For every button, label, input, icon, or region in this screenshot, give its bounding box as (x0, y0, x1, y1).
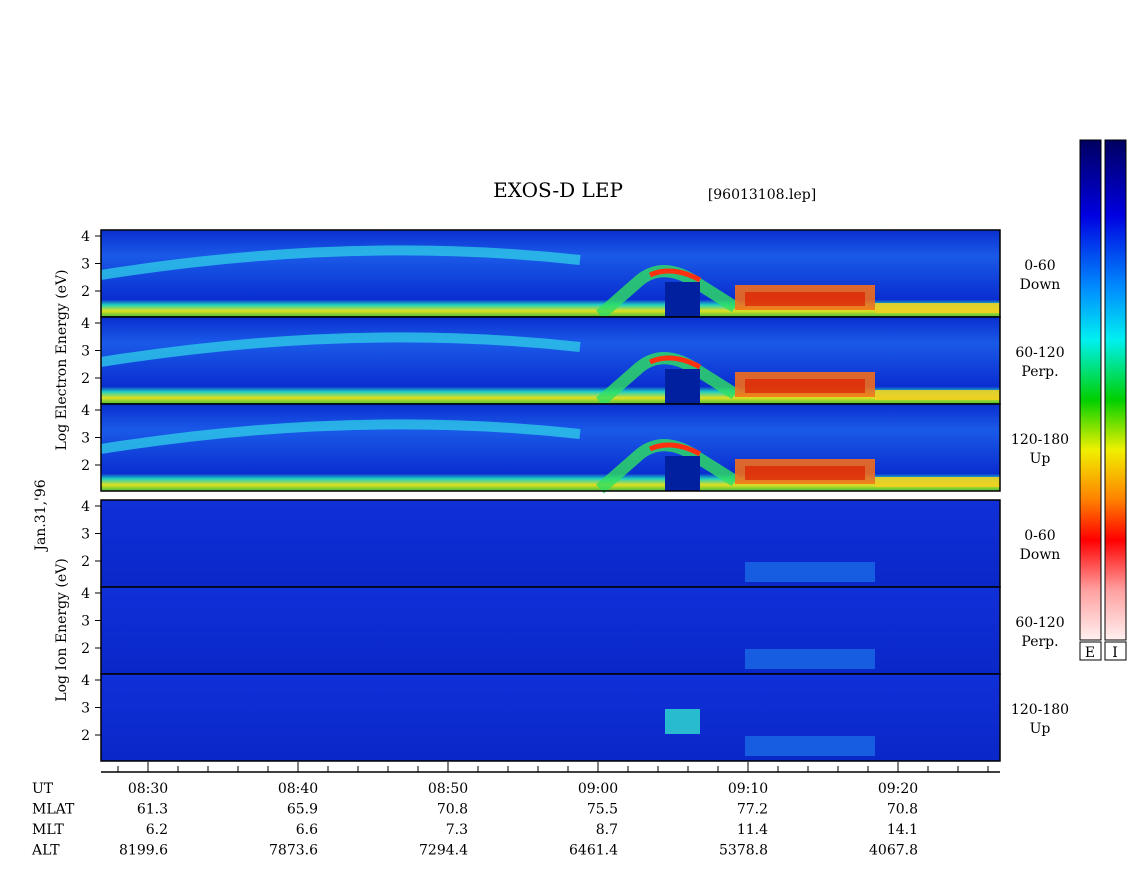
panel-angle: 0-60 (1024, 528, 1055, 544)
y-tick-label: 2 (81, 554, 90, 570)
y-tick-label: 4 (81, 499, 90, 515)
spectrogram-band (665, 456, 700, 491)
title: EXOS-D LEP (493, 178, 623, 202)
group-label: Log Ion Energy (eV) (54, 558, 70, 701)
date: Jan.31,'96 (33, 479, 49, 552)
panel-angle: 60-120 (1015, 345, 1064, 361)
ephemeris-value: 7294.4 (419, 843, 468, 859)
colorbar-label: E (1085, 645, 1095, 661)
y-tick-label: 3 (81, 257, 90, 273)
spectrogram-band (875, 390, 1000, 400)
panel-frame (100, 403, 1001, 492)
ephemeris-value: 8.7 (596, 822, 618, 838)
y-tick-label: 3 (81, 614, 90, 630)
time-tick-label: 09:10 (728, 781, 768, 797)
spectrogram-band (745, 736, 875, 756)
panel-direction: Up (1030, 451, 1051, 467)
time-tick-label: 09:00 (578, 781, 618, 797)
ephemeris-label: MLAT (32, 802, 75, 818)
spectrogram-band (745, 466, 865, 480)
spectrogram-band (665, 282, 700, 317)
panel-direction: Up (1030, 721, 1051, 737)
ephemeris-value: 8199.6 (119, 843, 168, 859)
spectrogram-band (875, 303, 1000, 313)
ephemeris-value: 14.1 (887, 822, 918, 838)
ephemeris-value: 5378.8 (719, 843, 768, 859)
y-tick-label: 2 (81, 284, 90, 300)
spectrogram-band (745, 562, 875, 582)
panel-direction: Down (1020, 547, 1061, 563)
ephemeris-label: UT (32, 781, 54, 797)
spectrogram-band (648, 268, 702, 283)
y-tick-label: 4 (81, 673, 90, 689)
colorbar-label-box (1104, 641, 1127, 661)
panel-angle: 0-60 (1024, 258, 1055, 274)
time-tick-label: 08:50 (428, 781, 468, 797)
colorbar (1079, 139, 1102, 641)
spectrogram-band (648, 442, 702, 457)
ephemeris-label: ALT (31, 843, 60, 859)
ephemeris-value: 77.2 (737, 802, 768, 818)
spectrogram-band (665, 369, 700, 404)
y-tick-label: 3 (81, 431, 90, 447)
group-label: Log Electron Energy (eV) (54, 269, 70, 450)
y-tick-label: 2 (81, 728, 90, 744)
panel-angle: 120-180 (1011, 702, 1069, 718)
time-tick-label: 08:30 (128, 781, 168, 797)
time-tick-label: 09:20 (878, 781, 918, 797)
time-tick-label: 08:40 (278, 781, 318, 797)
spectrogram-band (100, 245, 581, 280)
y-tick-label: 4 (81, 229, 90, 245)
ephemeris-value: 6461.4 (569, 843, 618, 859)
y-tick-label: 2 (81, 641, 90, 657)
y-tick-label: 4 (81, 316, 90, 332)
file-name: [96013108.lep] (708, 187, 816, 203)
ephemeris-value: 11.4 (737, 822, 768, 838)
ephemeris-value: 7.3 (446, 822, 468, 838)
spectrogram-band (665, 709, 700, 734)
panel-angle: 120-180 (1011, 432, 1069, 448)
ephemeris-label: MLT (32, 822, 64, 838)
panel-frame (100, 673, 1001, 762)
spectrogram-band (100, 332, 581, 367)
ephemeris-value: 7873.6 (269, 843, 318, 859)
y-tick-label: 4 (81, 586, 90, 602)
panel-direction: Perp. (1021, 634, 1058, 650)
spectrogram-band (745, 292, 865, 306)
y-tick-label: 2 (81, 458, 90, 474)
y-tick-label: 4 (81, 403, 90, 419)
ephemeris-value: 70.8 (887, 802, 918, 818)
panel-angle: 60-120 (1015, 615, 1064, 631)
ephemeris-value: 6.2 (146, 822, 168, 838)
spectrogram-band (745, 649, 875, 669)
spectrogram-band (875, 477, 1000, 487)
ephemeris-value: 65.9 (287, 802, 318, 818)
colorbar-label: I (1112, 645, 1118, 661)
y-tick-label: 3 (81, 344, 90, 360)
ephemeris-value: 4067.8 (869, 843, 918, 859)
spectrogram-band (100, 419, 581, 454)
panel-direction: Down (1020, 277, 1061, 293)
spectrogram-band (745, 379, 865, 393)
ephemeris-value: 75.5 (587, 802, 618, 818)
panel-direction: Perp. (1021, 364, 1058, 380)
spectrogram-band (648, 355, 702, 370)
ephemeris-value: 6.6 (296, 822, 318, 838)
ephemeris-value: 61.3 (137, 802, 168, 818)
ephemeris-value: 70.8 (437, 802, 468, 818)
y-tick-label: 2 (81, 371, 90, 387)
colorbar (1104, 139, 1127, 641)
y-tick-label: 3 (81, 527, 90, 543)
y-tick-label: 3 (81, 701, 90, 717)
colorbar-label-box (1079, 641, 1102, 661)
